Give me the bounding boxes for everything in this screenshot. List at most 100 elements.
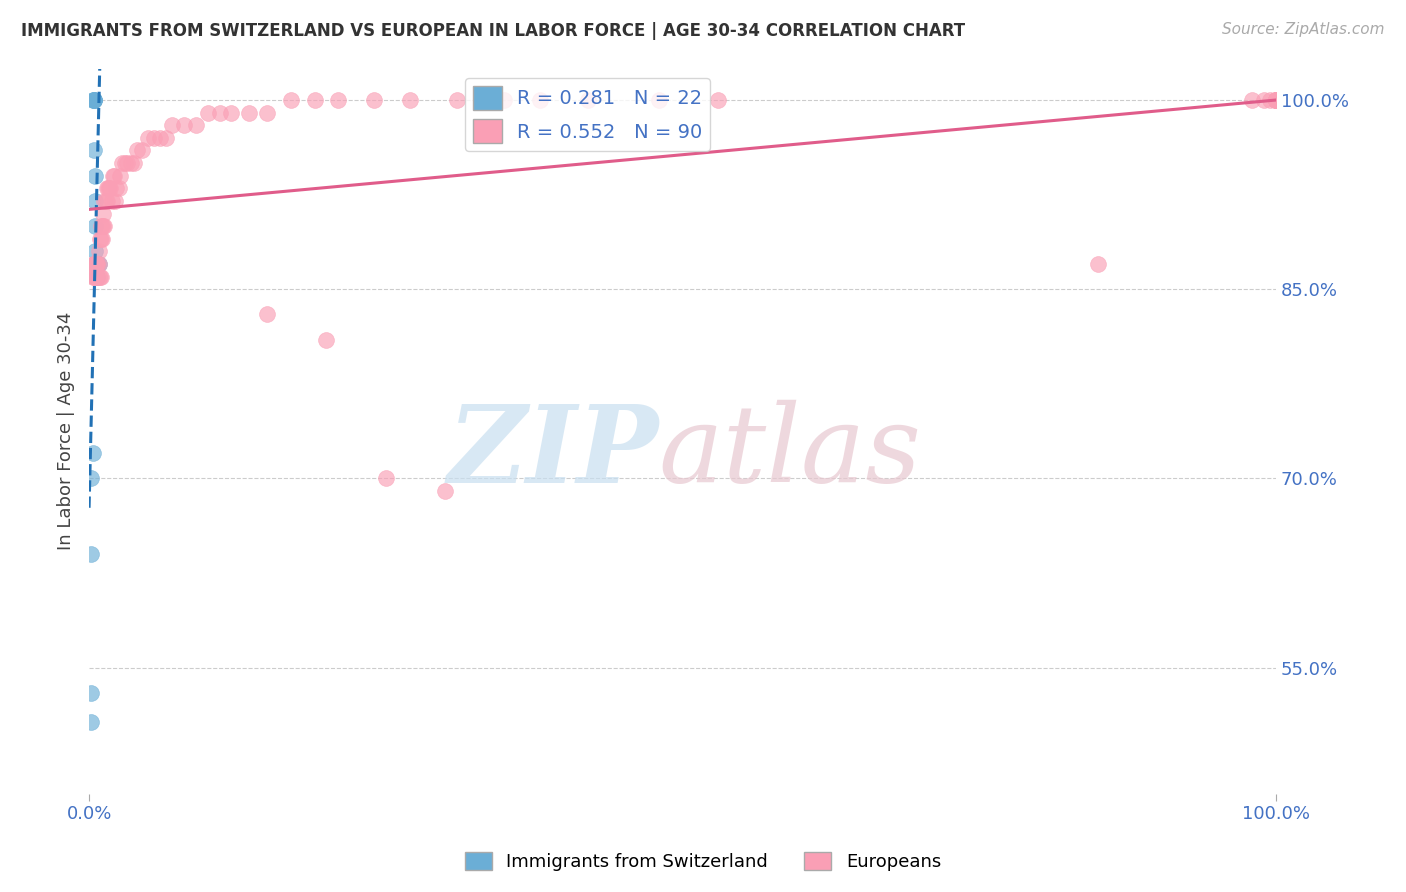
Point xyxy=(197,105,219,120)
Point xyxy=(84,219,107,234)
Point xyxy=(84,257,107,271)
Point xyxy=(363,93,385,107)
Point xyxy=(1087,257,1109,271)
Point xyxy=(82,269,104,284)
Point xyxy=(87,257,110,271)
Point xyxy=(82,93,104,107)
Text: IMMIGRANTS FROM SWITZERLAND VS EUROPEAN IN LABOR FORCE | AGE 30-34 CORRELATION C: IMMIGRANTS FROM SWITZERLAND VS EUROPEAN … xyxy=(21,22,965,40)
Point xyxy=(1265,93,1288,107)
Point xyxy=(648,93,671,107)
Point xyxy=(86,257,108,271)
Point xyxy=(184,118,207,132)
Point xyxy=(104,194,127,208)
Point xyxy=(80,686,103,700)
Point xyxy=(83,257,105,271)
Point xyxy=(84,257,107,271)
Point xyxy=(434,483,457,498)
Point xyxy=(86,257,108,271)
Point xyxy=(494,93,516,107)
Point xyxy=(1265,93,1288,107)
Point xyxy=(83,93,105,107)
Point xyxy=(707,93,730,107)
Point xyxy=(91,219,114,234)
Point xyxy=(84,269,107,284)
Legend: R = 0.281   N = 22, R = 0.552   N = 90: R = 0.281 N = 22, R = 0.552 N = 90 xyxy=(465,78,710,151)
Point xyxy=(82,257,104,271)
Text: ZIP: ZIP xyxy=(447,400,659,506)
Point xyxy=(80,547,103,561)
Text: atlas: atlas xyxy=(659,401,922,506)
Point xyxy=(84,244,107,259)
Point xyxy=(100,194,122,208)
Point xyxy=(328,93,350,107)
Point xyxy=(238,105,260,120)
Point xyxy=(97,181,120,195)
Point xyxy=(315,333,337,347)
Point xyxy=(90,269,112,284)
Point xyxy=(84,269,107,284)
Point xyxy=(83,257,105,271)
Point xyxy=(83,93,105,107)
Point xyxy=(107,181,129,195)
Point xyxy=(1265,93,1288,107)
Point xyxy=(1265,93,1288,107)
Point xyxy=(87,257,110,271)
Point xyxy=(155,131,177,145)
Point xyxy=(374,471,396,485)
Point xyxy=(1241,93,1264,107)
Point xyxy=(90,219,112,234)
Point xyxy=(1265,93,1288,107)
Text: Source: ZipAtlas.com: Source: ZipAtlas.com xyxy=(1222,22,1385,37)
Point xyxy=(1265,93,1288,107)
Point xyxy=(89,232,111,246)
Point xyxy=(131,144,153,158)
Point xyxy=(111,156,134,170)
Point xyxy=(529,93,551,107)
Point xyxy=(89,269,111,284)
Point xyxy=(96,181,118,195)
Point xyxy=(84,257,107,271)
Point xyxy=(108,169,131,183)
Point xyxy=(304,93,326,107)
Point xyxy=(256,308,278,322)
Point xyxy=(84,269,107,284)
Point xyxy=(84,257,107,271)
Point xyxy=(84,257,107,271)
Point xyxy=(94,194,117,208)
Point xyxy=(84,169,107,183)
Point xyxy=(100,181,122,195)
Point xyxy=(82,446,104,460)
Point xyxy=(80,714,103,729)
Point xyxy=(280,93,302,107)
Point xyxy=(91,219,114,234)
Point xyxy=(208,105,231,120)
Point xyxy=(149,131,172,145)
Point xyxy=(103,169,125,183)
Point xyxy=(446,93,468,107)
Point xyxy=(83,93,105,107)
Point xyxy=(87,269,110,284)
Point xyxy=(1265,93,1288,107)
Point xyxy=(120,156,142,170)
Point xyxy=(576,93,599,107)
Point xyxy=(1265,93,1288,107)
Point xyxy=(86,269,108,284)
Point xyxy=(1265,93,1288,107)
Point xyxy=(86,269,108,284)
Point xyxy=(125,144,148,158)
Point xyxy=(1265,93,1288,107)
Y-axis label: In Labor Force | Age 30-34: In Labor Force | Age 30-34 xyxy=(58,312,75,550)
Point xyxy=(96,194,118,208)
Point xyxy=(256,105,278,120)
Point xyxy=(1265,93,1288,107)
Point xyxy=(1265,93,1288,107)
Point xyxy=(91,206,114,220)
Point xyxy=(114,156,136,170)
Point xyxy=(93,194,115,208)
Point xyxy=(101,169,124,183)
Point xyxy=(1258,93,1281,107)
Point xyxy=(221,105,243,120)
Point xyxy=(83,269,105,284)
Point xyxy=(83,144,105,158)
Point xyxy=(398,93,420,107)
